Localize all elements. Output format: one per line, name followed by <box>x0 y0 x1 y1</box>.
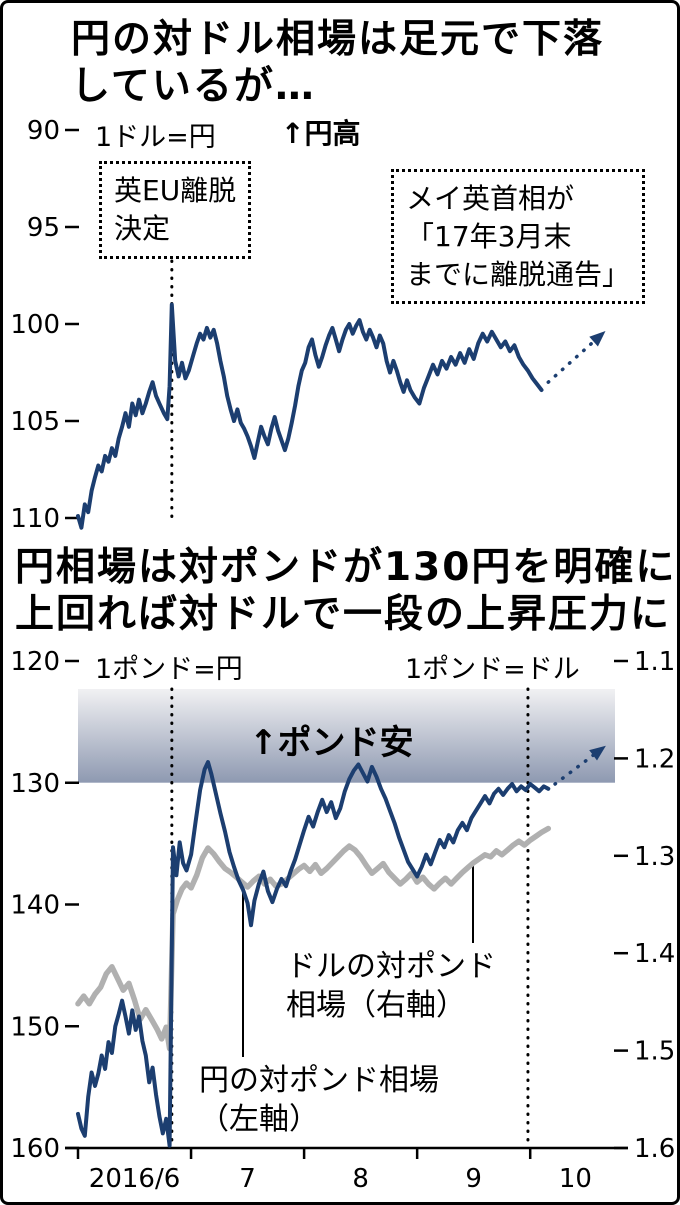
c2-left-tick-label: 120 <box>10 647 60 677</box>
gbpusd-line <box>75 825 552 1052</box>
c2-left-tick-label: 160 <box>10 1134 60 1164</box>
c2-x-tick-label: 7 <box>239 1164 256 1194</box>
c1-y-tick-label: 110 <box>10 504 60 534</box>
c2-forecast-arrow <box>553 748 603 786</box>
c1-forecast-arrow-head <box>589 331 606 347</box>
c2-x-tick-label: 10 <box>559 1164 592 1194</box>
c2-left-tick-label: 130 <box>10 769 60 799</box>
c1-forecast-arrow <box>546 333 603 384</box>
c2-right-tick-label: 1.6 <box>634 1134 675 1164</box>
c2-right-tick-label: 1.2 <box>634 744 675 774</box>
c1-y-tick-label: 95 <box>27 213 60 243</box>
gbpjpy-line <box>76 760 551 1148</box>
c2-x-tick-label: 2016/6 <box>89 1164 180 1194</box>
pound-weak-label: ↑ポンド安 <box>249 723 414 763</box>
c1-y-tick-label: 100 <box>10 310 60 340</box>
brexit-annotation-box: 英EU離脱 決定 <box>99 161 252 259</box>
c2-x-tick-label: 8 <box>352 1164 369 1194</box>
chart1-unit-label: 1ドル=円 <box>95 122 216 153</box>
c2-forecast-arrow-head <box>589 745 606 761</box>
usdjpy-line <box>76 302 544 530</box>
c1-y-tick-label: 105 <box>10 407 60 437</box>
charts-canvas: 90 95 100 105 110 120 130 140 150 160 1.1 1.2 1.3 1.4… <box>10 116 675 1194</box>
c2-right-tick-label: 1.1 <box>634 647 675 677</box>
gbpjpy-series-label: 円の対ポンド相場 （左軸） <box>199 1063 439 1137</box>
c2-right-tick-label: 1.3 <box>634 842 675 872</box>
may-annotation-box: メイ英首相が 「17年3月末 までに離脱通告」 <box>391 169 646 305</box>
c2-x-tick-label: 9 <box>465 1164 482 1194</box>
yen-appreciation-label: ↑円高 <box>281 117 361 150</box>
chart1-title: 円の対ドル相場は足元で下落 しているが… <box>71 17 605 109</box>
chart2-title: 円相場は対ポンドが130円を明確に 上回れば対ドルで一段の上昇圧力に <box>15 545 677 637</box>
c2-right-tick-label: 1.5 <box>634 1037 675 1067</box>
chart2-left-unit-label: 1ポンド=円 <box>95 654 243 685</box>
gbpusd-series-label: ドルの対ポンド 相場（右軸） <box>286 949 496 1023</box>
c2-left-tick-label: 150 <box>10 1012 60 1042</box>
c1-y-tick-label: 90 <box>27 116 60 146</box>
pound-weak-band <box>78 689 615 783</box>
c2-left-tick-label: 140 <box>10 891 60 921</box>
chart2-right-unit-label: 1ポンド=ドル <box>405 654 580 685</box>
c2-right-tick-label: 1.4 <box>634 939 675 969</box>
